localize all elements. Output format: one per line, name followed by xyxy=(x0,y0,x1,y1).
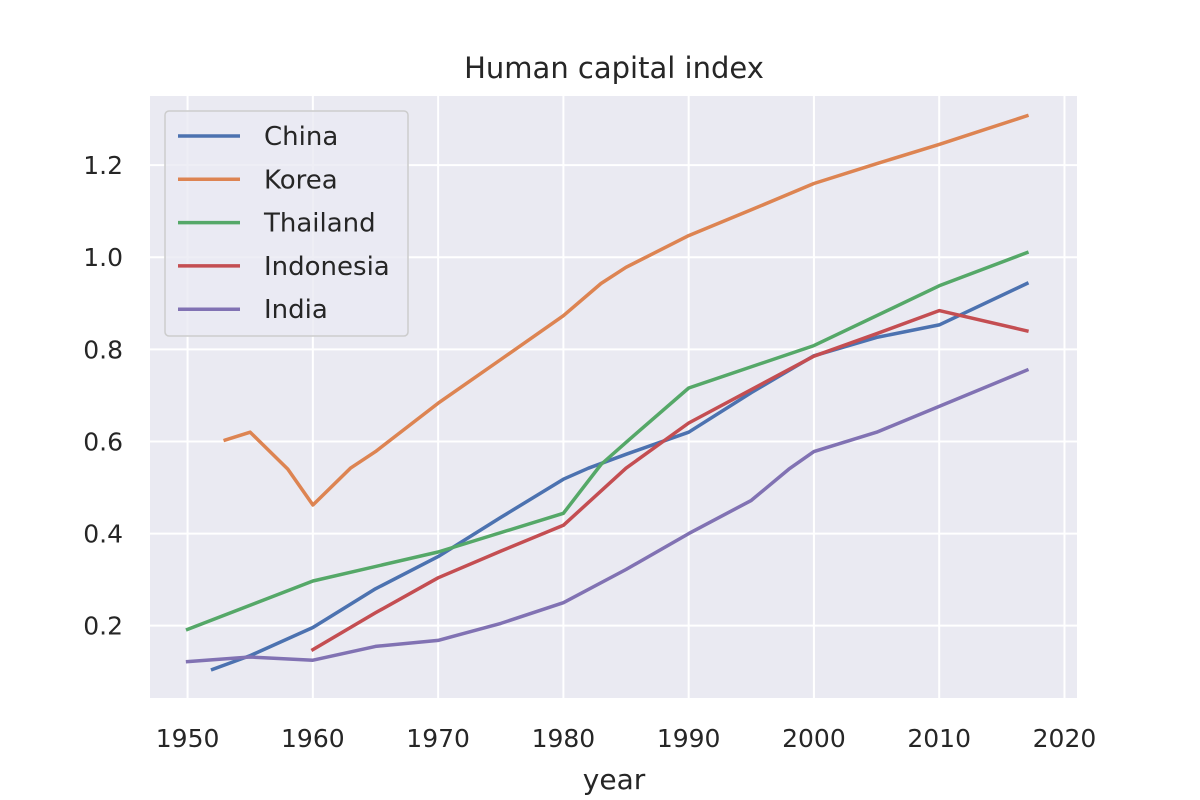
y-tick-label: 0.2 xyxy=(83,612,123,641)
x-axis-ticks: 1950 1960 1970 1980 1990 2000 2010 2020 xyxy=(156,724,1097,753)
legend-label-korea: Korea xyxy=(264,165,338,195)
x-tick-label: 1990 xyxy=(657,724,721,753)
y-tick-label: 0.6 xyxy=(83,427,123,456)
x-tick-label: 1970 xyxy=(406,724,470,753)
legend-label-thailand: Thailand xyxy=(263,209,376,239)
y-tick-label: 1.0 xyxy=(83,243,123,272)
series-line-china xyxy=(210,281,1030,672)
x-tick-label: 2020 xyxy=(1033,724,1097,753)
y-tick-label: 0.4 xyxy=(83,520,123,549)
legend-label-china: China xyxy=(264,122,338,152)
legend-frame xyxy=(164,110,409,337)
series-line-india xyxy=(185,367,1030,664)
x-tick-label: 1950 xyxy=(156,724,220,753)
series-line-indonesia xyxy=(310,308,1029,652)
legend-label-indonesia: Indonesia xyxy=(264,252,390,282)
chart-title: Human capital index xyxy=(464,51,764,85)
legend-label-india: India xyxy=(264,295,328,325)
x-tick-label: 1980 xyxy=(532,724,596,753)
grid xyxy=(150,96,1077,698)
legend: China Korea Thailand Indonesia India xyxy=(164,110,409,337)
series-layer xyxy=(185,113,1030,672)
y-tick-label: 1.2 xyxy=(83,151,123,180)
y-axis-ticks: 0.2 0.4 0.6 0.8 1.0 1.2 xyxy=(83,151,123,641)
x-tick-label: 1960 xyxy=(281,724,345,753)
x-axis-label: year xyxy=(583,763,646,796)
x-tick-label: 2000 xyxy=(782,724,846,753)
x-tick-label: 2010 xyxy=(907,724,971,753)
y-tick-label: 0.8 xyxy=(83,335,123,364)
series-line-korea xyxy=(223,113,1030,507)
series-line-thailand xyxy=(185,250,1030,632)
